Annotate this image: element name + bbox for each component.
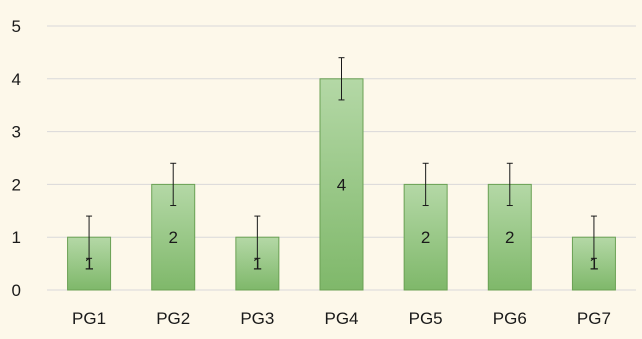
y-tick-label: 2 <box>12 175 21 194</box>
x-tick-label: PG3 <box>240 309 274 328</box>
data-label: 4 <box>337 175 346 194</box>
data-label: 1 <box>253 255 262 274</box>
data-label: 2 <box>168 228 177 247</box>
data-label: 1 <box>589 255 598 274</box>
data-labels: 1 2 1 4 2 2 1 <box>84 175 598 273</box>
y-tick-label: 4 <box>12 70 21 89</box>
x-tick-label: PG1 <box>72 309 106 328</box>
error-bar <box>590 215 597 259</box>
y-tick-label: 0 <box>12 281 21 300</box>
y-axis-ticks: 0 1 2 3 4 5 <box>12 17 21 300</box>
error-bar <box>338 57 345 101</box>
x-axis-ticks: PG1 PG2 PG3 PG4 PG5 PG6 PG7 <box>72 309 611 328</box>
y-tick-label: 3 <box>12 123 21 142</box>
x-tick-label: PG5 <box>409 309 443 328</box>
x-tick-label: PG4 <box>324 309 358 328</box>
error-bars <box>86 57 597 259</box>
x-tick-label: PG6 <box>493 309 527 328</box>
error-bar <box>506 162 513 207</box>
data-label: 1 <box>84 255 93 274</box>
error-bar <box>86 215 93 259</box>
data-label: 2 <box>421 228 430 247</box>
error-bar <box>254 215 261 259</box>
error-bar <box>422 162 429 207</box>
x-tick-label: PG2 <box>156 309 190 328</box>
y-tick-label: 1 <box>12 228 21 247</box>
data-label: 2 <box>505 228 514 247</box>
error-bar <box>170 162 177 207</box>
y-tick-label: 5 <box>12 17 21 36</box>
x-tick-label: PG7 <box>577 309 611 328</box>
